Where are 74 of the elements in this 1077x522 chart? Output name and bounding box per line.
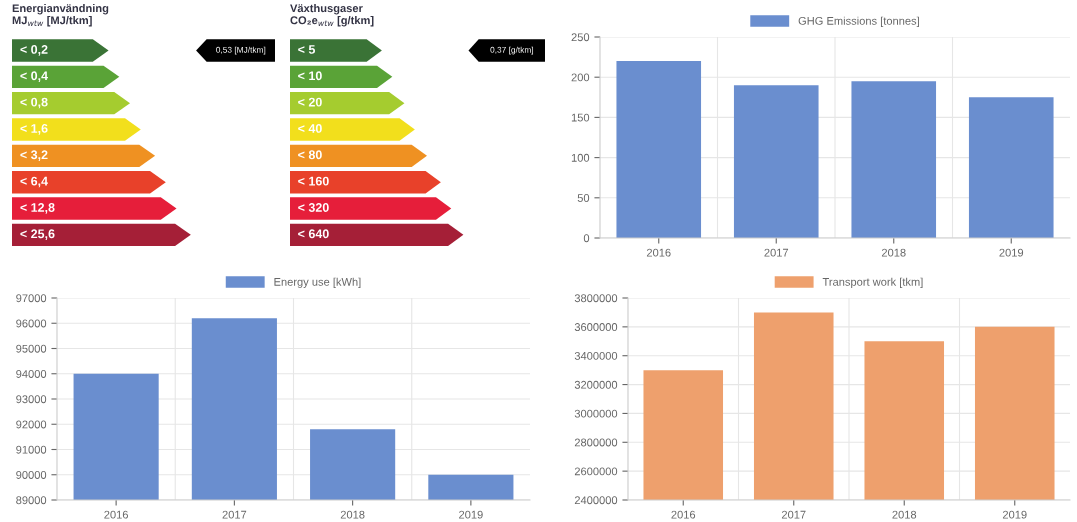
bar [290, 144, 427, 168]
bar [851, 81, 937, 238]
y-tick-label: 2400000 [574, 496, 618, 505]
y-tick-label: < 0,8 [20, 97, 48, 109]
x-tick-label: 2019 [1002, 510, 1027, 519]
y-tick-label: 150 [571, 113, 590, 122]
x-tick-label: 2018 [340, 510, 365, 519]
bar [733, 85, 819, 238]
bar [616, 61, 702, 238]
bar [12, 223, 191, 247]
y-tick-label: 97000 [16, 294, 47, 303]
chart-title: Energianvändning MJ$_{wtw}$ [MJ/tkm] [12, 4, 109, 27]
y-tick-label: < 12,8 [20, 203, 55, 214]
y-tick-label: 91000 [16, 445, 47, 454]
y-tick-label: 3600000 [574, 323, 618, 331]
bar [12, 170, 166, 194]
y-tick-label: < 1,6 [20, 124, 48, 135]
y-tick-label: 0 [583, 234, 590, 243]
bar [12, 197, 177, 220]
y-tick-label: < 80 [298, 150, 322, 160]
y-tick-label: < 640 [298, 229, 329, 239]
x-tick-label: 2017 [764, 248, 789, 257]
y-tick-label: 2800000 [574, 438, 618, 447]
y-tick-label: 90000 [16, 471, 47, 479]
x-tick-label: 2017 [222, 510, 247, 519]
text: 0,53 [MJ/tkm] [216, 46, 266, 55]
y-tick-label: < 10 [298, 71, 322, 81]
legend-label: Transport work [tkm] [822, 277, 923, 288]
y-tick-label: 96000 [16, 319, 47, 328]
x-tick-label: 2016 [646, 248, 671, 257]
chart-title: Växthusgaser CO₂e$_{wtw}$ [g/tkm] [290, 4, 374, 27]
y-tick-label: < 5 [298, 45, 316, 54]
x-tick-label: 2016 [671, 510, 696, 519]
y-tick-label: < 160 [298, 176, 329, 186]
legend-label: GHG Emissions [tonnes] [798, 16, 919, 27]
y-tick-label: 89000 [16, 496, 47, 505]
x-tick-label: 2019 [999, 248, 1024, 257]
y-tick-label: 100 [571, 153, 590, 162]
y-tick-label: 250 [571, 33, 590, 42]
bar [290, 118, 415, 141]
y-tick-label: 2600000 [574, 467, 618, 476]
bar [12, 91, 131, 115]
x-tick-label: 2018 [892, 510, 917, 519]
y-tick-label: < 3,2 [20, 150, 48, 162]
x-tick-label: 2017 [781, 510, 806, 519]
y-tick-label: < 40 [298, 124, 322, 133]
y-tick-label: 3400000 [574, 351, 618, 360]
y-tick-label: < 320 [298, 203, 329, 212]
legend-label: Energy use [kWh] [274, 277, 361, 288]
y-tick-label: 3800000 [574, 294, 618, 303]
y-tick-label: < 20 [298, 97, 322, 107]
y-tick-label: 3200000 [574, 380, 618, 389]
y-tick-label: < 0,4 [20, 71, 48, 83]
bar [12, 144, 156, 168]
y-tick-label: < 0,2 [20, 45, 48, 56]
y-tick-label: 92000 [16, 420, 47, 429]
bar [290, 197, 452, 220]
bar [290, 91, 405, 115]
y-tick-label: 3000000 [574, 409, 618, 418]
y-tick-label: 93000 [16, 395, 47, 404]
bar [290, 223, 464, 247]
y-tick-label: < 25,6 [20, 229, 55, 241]
y-tick-label: 95000 [16, 344, 47, 353]
bar [290, 170, 441, 194]
text: 0,37 [g/tkm] [490, 46, 534, 55]
x-tick-label: 2018 [881, 248, 906, 257]
bar [12, 118, 141, 141]
y-tick-label: 94000 [16, 370, 47, 378]
y-tick-label: < 6,4 [20, 176, 48, 188]
x-tick-label: 2019 [459, 510, 483, 519]
bar [968, 97, 1054, 238]
y-tick-label: 50 [577, 194, 590, 202]
y-tick-label: 200 [571, 73, 590, 82]
x-tick-label: 2016 [104, 510, 128, 519]
